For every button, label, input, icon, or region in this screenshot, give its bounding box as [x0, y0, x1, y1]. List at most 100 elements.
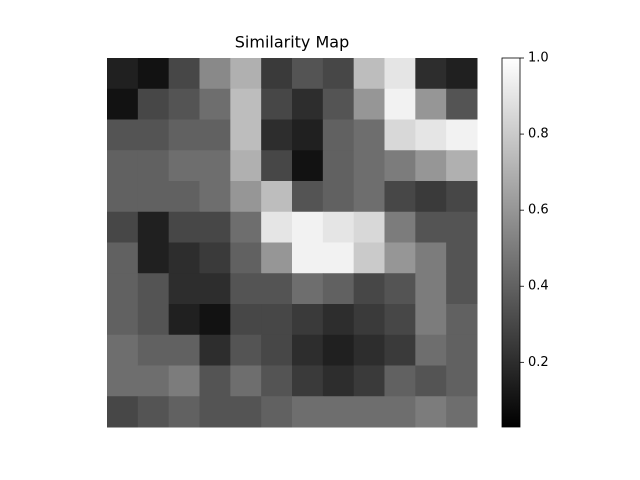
heatmap-cell: [446, 211, 478, 243]
heatmap-cell: [384, 58, 416, 90]
colorbar-tick-label: 0.6: [528, 203, 549, 218]
heatmap-cell: [384, 242, 416, 274]
heatmap-cell: [199, 150, 231, 182]
heatmap-cell: [199, 211, 231, 243]
heatmap-cell: [292, 304, 324, 336]
heatmap-cell: [384, 304, 416, 336]
heatmap-cell: [168, 58, 200, 90]
heatmap-cell: [107, 88, 139, 120]
heatmap-cell: [292, 396, 324, 428]
heatmap-cell: [137, 150, 170, 182]
heatmap-cell: [230, 396, 262, 428]
heatmap-cell: [261, 58, 293, 90]
heatmap-cell: [199, 181, 231, 213]
heatmap-cell: [230, 88, 262, 120]
heatmap-cell: [230, 273, 262, 305]
heatmap-cell: [322, 211, 355, 243]
heatmap-cell: [137, 58, 170, 90]
heatmap-cell: [168, 119, 200, 151]
heatmap-cell: [230, 334, 262, 366]
heatmap-cell: [384, 119, 416, 151]
heatmap-cell: [168, 150, 200, 182]
heatmap-cell: [230, 242, 262, 274]
heatmap-cell: [230, 365, 262, 397]
heatmap-cell: [384, 211, 416, 243]
heatmap-cell: [292, 58, 324, 90]
heatmap-cell: [292, 119, 324, 151]
heatmap-cell: [107, 365, 139, 397]
heatmap-cell: [353, 181, 385, 213]
heatmap-cell: [446, 334, 478, 366]
heatmap-cell: [353, 119, 385, 151]
heatmap-cell: [322, 88, 355, 120]
heatmap-cell: [199, 304, 231, 336]
heatmap-cell: [446, 150, 478, 182]
colorbar-tick-label: 0.2: [528, 355, 549, 370]
heatmap-cell: [415, 181, 447, 213]
heatmap-cell: [446, 58, 478, 90]
heatmap-cell: [292, 334, 324, 366]
heatmap-cell: [261, 181, 293, 213]
heatmap-cell: [415, 211, 447, 243]
heatmap-cell: [261, 396, 293, 428]
heatmap-cell: [415, 88, 447, 120]
heatmap-cell: [322, 242, 355, 274]
heatmap-cell: [230, 211, 262, 243]
heatmap-cell: [137, 119, 170, 151]
heatmap-cell: [107, 150, 139, 182]
heatmap-cell: [353, 150, 385, 182]
heatmap-cell: [230, 150, 262, 182]
heatmap-cell: [353, 211, 385, 243]
heatmap-cell: [107, 181, 139, 213]
heatmap-cell: [137, 211, 170, 243]
heatmap-cell: [446, 119, 478, 151]
heatmap-cell: [446, 181, 478, 213]
heatmap-cell: [261, 88, 293, 120]
heatmap-cell: [292, 181, 324, 213]
heatmap-cell: [384, 88, 416, 120]
heatmap-cell: [353, 58, 385, 90]
heatmap-cell: [137, 88, 170, 120]
heatmap-cell: [107, 211, 139, 243]
heatmap-cell: [384, 273, 416, 305]
heatmap-cell: [384, 150, 416, 182]
heatmap-cell: [107, 304, 139, 336]
heatmap-cell: [415, 58, 447, 90]
heatmap-cell: [137, 181, 170, 213]
heatmap-cell: [446, 304, 478, 336]
heatmap-cell: [415, 119, 447, 151]
colorbar-tick-label: 1.0: [528, 51, 549, 66]
heatmap-cell: [261, 211, 293, 243]
heatmap-cell: [168, 304, 200, 336]
heatmap-cell: [107, 396, 139, 428]
heatmap-cell: [107, 119, 139, 151]
heatmap-cell: [107, 242, 139, 274]
heatmap-cell: [292, 88, 324, 120]
heatmap-cell: [322, 181, 355, 213]
heatmap-cell: [107, 273, 139, 305]
heatmap-cell: [384, 396, 416, 428]
heatmap-cell: [292, 242, 324, 274]
heatmap-cell: [415, 273, 447, 305]
heatmap-cell: [261, 365, 293, 397]
heatmap-cell: [415, 242, 447, 274]
heatmap-cell: [446, 242, 478, 274]
heatmap-cell: [168, 334, 200, 366]
heatmap-cell: [199, 119, 231, 151]
heatmap-cell: [137, 396, 170, 428]
heatmap-cell: [261, 304, 293, 336]
heatmap-cell: [261, 273, 293, 305]
heatmap-cell: [384, 365, 416, 397]
heatmap-cell: [230, 58, 262, 90]
heatmap-cell: [353, 88, 385, 120]
heatmap-cell: [415, 365, 447, 397]
heatmap-cell: [292, 365, 324, 397]
heatmap-cell: [261, 242, 293, 274]
heatmap-cell: [137, 304, 170, 336]
heatmap-cell: [168, 211, 200, 243]
heatmap-cell: [230, 119, 262, 151]
heatmap-cell: [322, 58, 355, 90]
heatmap-cell: [137, 242, 170, 274]
heatmap-cell: [199, 365, 231, 397]
